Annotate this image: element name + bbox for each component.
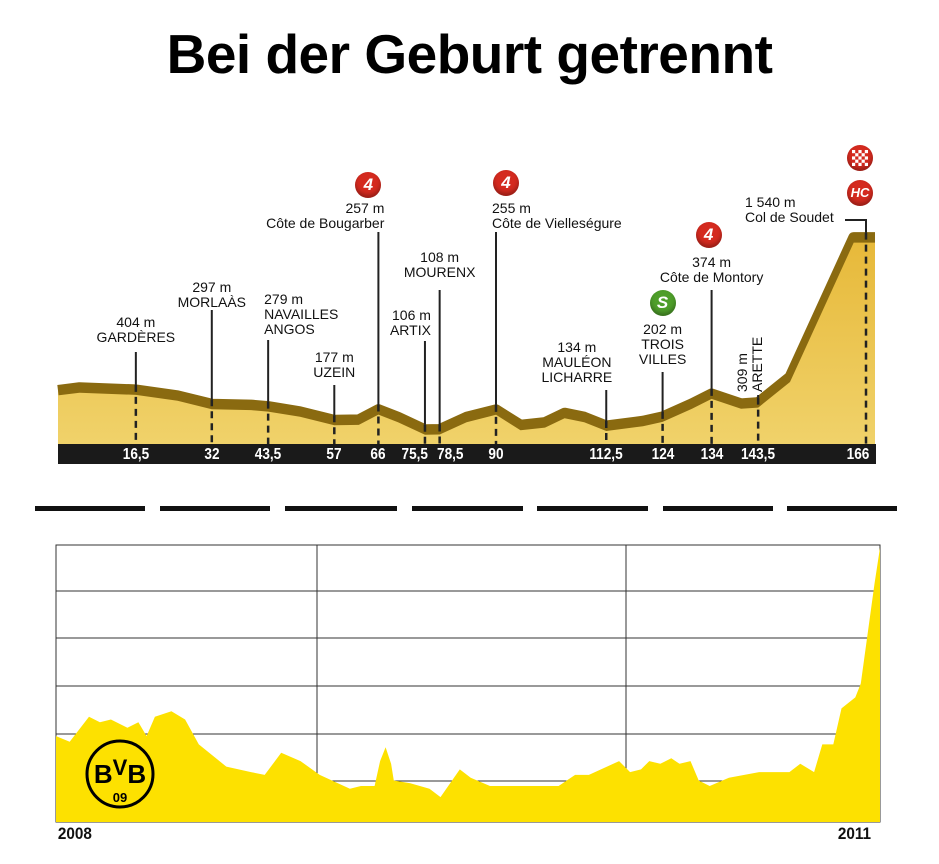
marker-label: 309 m ARETTE (734, 336, 765, 392)
marker-label: 374 m Côte de Montory (660, 255, 764, 285)
marker-elevation: 374 m (692, 254, 732, 270)
marker-label: 257 m Côte de Bougarber (266, 201, 384, 231)
marker-label: 404 m GARDÈRES (97, 315, 176, 345)
marker-label: 202 m TROIS VILLES (639, 322, 686, 367)
marker-label: 108 m MOURENX (404, 250, 476, 280)
climb-category-badge: 4 (695, 222, 722, 248)
marker-name: ARETTE (749, 336, 765, 392)
marker-label: 106 m ARTIX (390, 308, 431, 338)
divider-dash (285, 506, 397, 511)
marker-name: VILLES (638, 351, 687, 367)
marker-name: GARDÈRES (96, 329, 176, 345)
divider-dash (35, 506, 145, 511)
svg-text:09: 09 (113, 790, 127, 805)
marker-elevation: 202 m (643, 321, 683, 337)
marker-name: NAVAILLES (264, 306, 339, 322)
marker-name: LICHARRE (541, 369, 613, 385)
climb-category-badge: HC (847, 180, 873, 206)
km-tick-label: 166 (846, 446, 870, 463)
km-tick-label: 32 (204, 446, 220, 463)
page-title: Bei der Geburt getrennt (166, 23, 773, 85)
marker-elevation: 1 540 m (745, 194, 796, 210)
summit-bracket (845, 219, 867, 228)
km-tick-label: 143,5 (741, 446, 776, 463)
x-tick-label-end: 2011 (837, 824, 872, 843)
marker-elevation: 309 m (734, 353, 750, 392)
marker-name: MORLAÀS (177, 294, 247, 310)
elevation-edge (57, 232, 875, 436)
marker-name: MAULÉON (542, 354, 612, 370)
km-bar (58, 444, 876, 464)
climb-category-badge: 4 (493, 170, 519, 196)
km-tick-label: 112,5 (589, 446, 623, 463)
km-tick-label: 57 (326, 446, 342, 463)
marker-elevation: 279 m (264, 291, 304, 307)
km-tick-label: 75,5 (401, 446, 428, 463)
marker-label: 177 m UZEIN (313, 350, 355, 380)
marker-elevation: 297 m (192, 279, 232, 295)
marker-name: Côte de Bougarber (266, 215, 385, 231)
marker-name: ARTIX (389, 322, 431, 338)
marker-label: 134 m MAULÉON LICHARRE (541, 340, 612, 385)
marker-elevation: 404 m (116, 314, 156, 330)
km-tick-label: 134 (700, 446, 723, 463)
marker-elevation: 106 m (392, 307, 431, 323)
divider-dash (412, 506, 523, 511)
marker-name: UZEIN (313, 364, 356, 380)
marker-label: 279 m NAVAILLES ANGOS (264, 292, 338, 337)
marker-elevation: 177 m (314, 349, 354, 365)
marker-name: MOURENX (403, 264, 476, 280)
marker-elevation: 257 m (345, 200, 385, 216)
km-tick-label: 43,5 (254, 446, 282, 463)
divider-dash (537, 506, 648, 511)
elevation-area-body (58, 242, 875, 444)
km-tick-label: 16,5 (122, 446, 150, 463)
divider-dash (160, 506, 270, 511)
divider-dash (787, 506, 897, 511)
km-tick-label: 124 (651, 446, 674, 463)
finish-flag-icon (847, 145, 873, 171)
marker-elevation: 134 m (557, 339, 597, 355)
marker-name: Côte de Montory (659, 269, 764, 285)
marker-name: ANGOS (264, 321, 315, 337)
km-tick-label: 78,5 (436, 446, 464, 463)
sprint-badge: S (649, 290, 676, 316)
bvb-logo: BVB 09 (85, 739, 155, 809)
marker-elevation: 108 m (420, 249, 460, 265)
climb-category-badge: 4 (355, 172, 382, 198)
marker-label: 255 m Côte de Vielleségure (492, 201, 622, 231)
marker-elevation: 255 m (492, 200, 531, 216)
km-tick-label: 90 (488, 446, 504, 463)
marker-name: Côte de Vielleségure (492, 215, 622, 231)
km-tick-label: 66 (370, 446, 386, 463)
marker-name: TROIS (641, 336, 684, 352)
divider-dash (663, 506, 773, 511)
marker-label: 297 m MORLAÀS (178, 280, 246, 310)
x-tick-label-start: 2008 (57, 824, 92, 843)
marker-label: 1 540 m Col de Soudet (745, 195, 834, 225)
marker-name: Col de Soudet (745, 209, 834, 225)
